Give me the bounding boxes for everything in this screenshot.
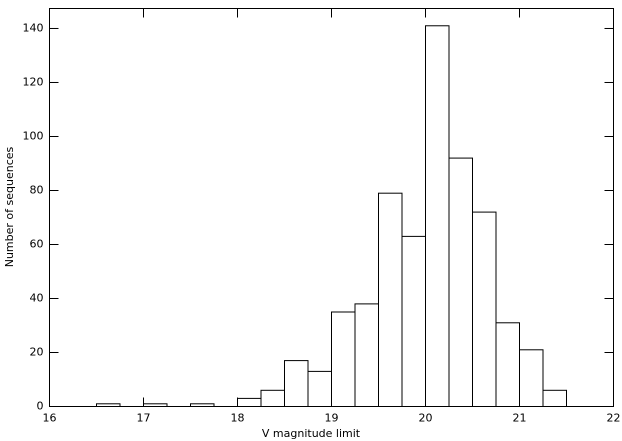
bar xyxy=(96,403,121,408)
bar xyxy=(448,157,473,407)
bar xyxy=(307,370,332,407)
bar xyxy=(190,403,215,408)
x-axis-label: V magnitude limit xyxy=(262,427,361,440)
bar xyxy=(495,322,520,408)
bar xyxy=(401,235,426,407)
bar xyxy=(354,303,379,407)
bar xyxy=(425,25,450,408)
y-tick-label: 40 xyxy=(30,291,44,304)
y-tick-label: 60 xyxy=(30,237,44,250)
x-tick-label: 19 xyxy=(325,412,339,425)
bar xyxy=(331,311,356,407)
bar xyxy=(284,360,309,407)
bar xyxy=(143,403,168,408)
y-tick-label: 100 xyxy=(23,129,44,142)
x-tick-label: 22 xyxy=(607,412,621,425)
x-tick-label: 17 xyxy=(137,412,151,425)
y-axis-label: Number of sequences xyxy=(3,146,16,267)
y-tick-label: 140 xyxy=(23,21,44,34)
x-tick-label: 18 xyxy=(231,412,245,425)
y-tick-label: 0 xyxy=(37,400,44,413)
bar xyxy=(519,349,544,407)
bar xyxy=(260,389,285,408)
bar xyxy=(542,389,567,408)
x-tick-label: 20 xyxy=(419,412,433,425)
y-tick-label: 80 xyxy=(30,183,44,196)
y-tick-label: 120 xyxy=(23,75,44,88)
x-tick-label: 16 xyxy=(43,412,57,425)
bar xyxy=(472,211,497,407)
bar xyxy=(237,397,262,408)
bar xyxy=(378,192,403,407)
x-tick-label: 21 xyxy=(513,412,527,425)
y-tick-label: 20 xyxy=(30,345,44,358)
